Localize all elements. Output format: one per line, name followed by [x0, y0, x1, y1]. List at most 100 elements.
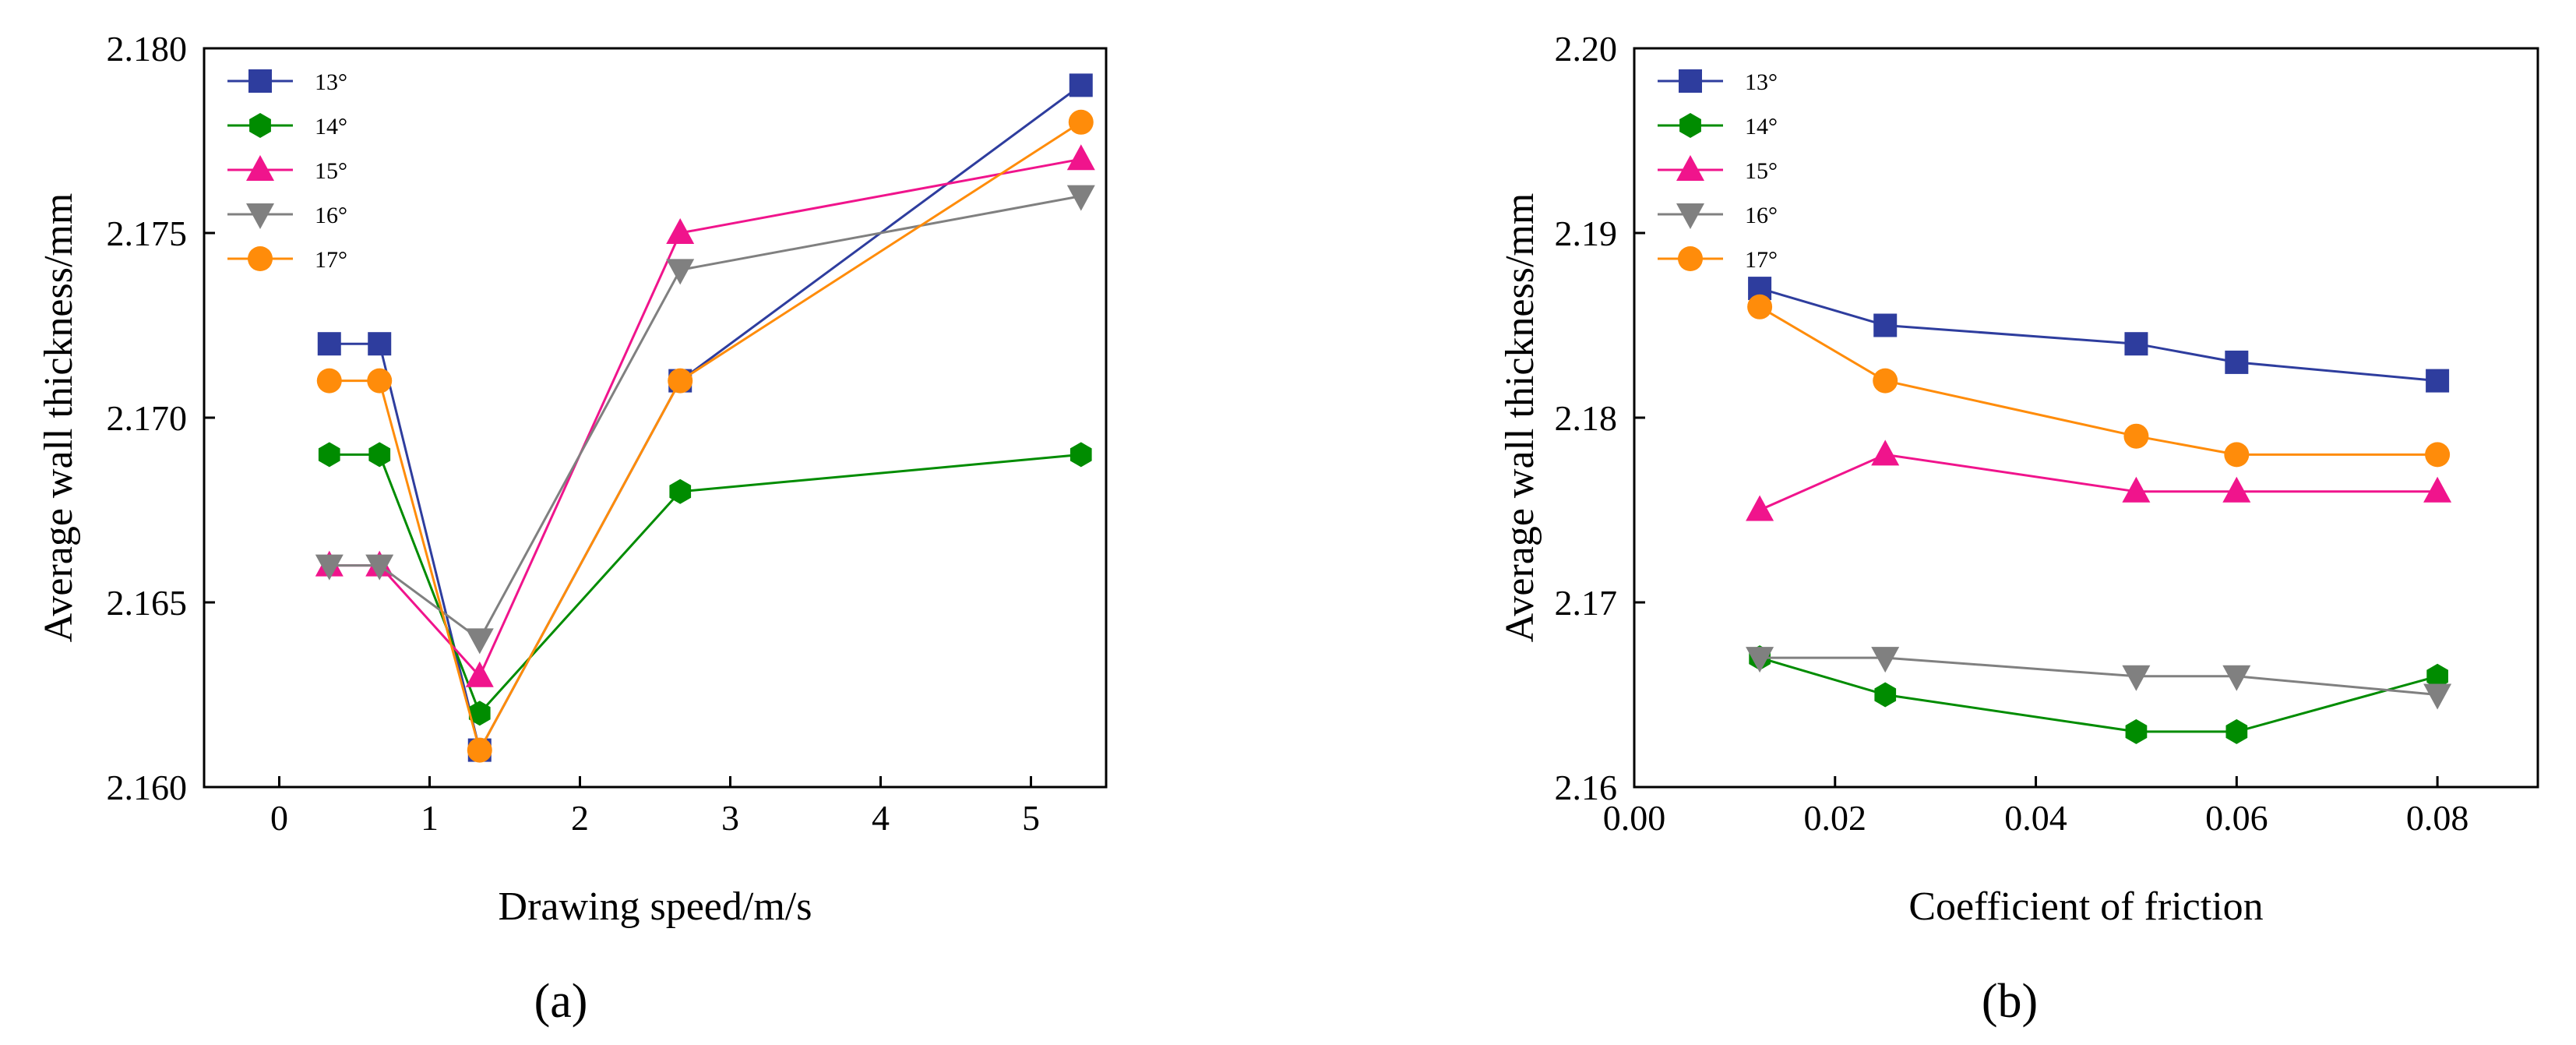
- x-axis-title: Drawing speed/m/s: [499, 884, 812, 929]
- x-tick-label: 1: [421, 798, 439, 838]
- legend-marker: [1676, 155, 1704, 181]
- legend-marker: [1679, 113, 1701, 138]
- y-tick-label: 2.170: [107, 398, 188, 438]
- series-line: [329, 84, 1082, 754]
- legend-marker: [248, 69, 272, 93]
- series-3: [1746, 440, 2452, 521]
- series-1: [1748, 277, 2450, 393]
- y-tick-label: 2.19: [1555, 214, 1618, 253]
- legend-item: 13°: [227, 69, 347, 95]
- legend: 13° 14° 15° 16° 17°: [227, 69, 347, 273]
- series-4: [1746, 647, 2452, 710]
- data-point: [2125, 718, 2148, 744]
- legend-item: 15°: [1658, 155, 1778, 184]
- x-tick-label: 0.04: [2004, 798, 2067, 838]
- data-point: [465, 661, 494, 687]
- y-tick-label: 2.18: [1555, 398, 1618, 438]
- y-tick-label: 2.180: [107, 29, 188, 69]
- data-point: [317, 332, 341, 356]
- data-point: [2425, 442, 2451, 468]
- legend-label: 17°: [315, 247, 347, 273]
- data-point: [467, 737, 492, 763]
- legend-item: 15°: [227, 155, 347, 184]
- series-line: [1759, 305, 2438, 456]
- data-point: [1747, 294, 1773, 320]
- legend-marker: [246, 155, 274, 181]
- legend-item: 13°: [1658, 69, 1778, 95]
- data-point: [2426, 369, 2450, 393]
- data-point: [367, 368, 393, 394]
- legend-item: 16°: [1658, 203, 1778, 229]
- legend-marker: [246, 203, 274, 229]
- data-point: [468, 701, 491, 726]
- data-point: [2224, 442, 2250, 468]
- y-tick-label: 2.160: [107, 768, 188, 807]
- data-point: [2225, 718, 2248, 744]
- data-point: [1068, 109, 1094, 135]
- data-point: [668, 368, 693, 394]
- series-2: [1749, 645, 2448, 744]
- legend-marker: [248, 246, 273, 271]
- data-point: [365, 554, 394, 581]
- legend-label: 14°: [1745, 114, 1778, 139]
- series-2: [318, 442, 1092, 726]
- series-line: [329, 195, 1082, 641]
- y-tick-label: 2.20: [1555, 29, 1618, 69]
- series-5: [316, 109, 1094, 763]
- x-tick-label: 3: [721, 798, 739, 838]
- data-point: [2426, 663, 2448, 689]
- data-point: [669, 478, 692, 504]
- data-point: [1873, 313, 1898, 337]
- data-point: [465, 628, 494, 655]
- legend-item: 14°: [227, 113, 347, 139]
- legend-marker: [1679, 69, 1702, 93]
- data-point: [318, 442, 340, 468]
- series-1: [317, 73, 1093, 762]
- legend-marker: [249, 113, 271, 138]
- data-point: [1066, 144, 1095, 171]
- legend-label: 13°: [1745, 69, 1778, 95]
- x-tick-label: 0.08: [2406, 798, 2469, 838]
- data-point: [2222, 665, 2251, 691]
- x-tick-label: 0: [270, 798, 288, 838]
- data-point: [1874, 682, 1897, 708]
- legend: 13° 14° 15° 16° 17°: [1658, 69, 1778, 273]
- x-tick-label: 4: [872, 798, 890, 838]
- x-axis-title: Coefficient of friction: [1908, 884, 2263, 929]
- y-tick-label: 2.165: [107, 583, 188, 623]
- data-point: [1746, 647, 1774, 673]
- series-line: [1759, 656, 2438, 733]
- data-point: [2225, 350, 2249, 374]
- chart-panel-b: 0.00 0.02 0.04 0.06 0.08 2.16 2.17 2.18 2.19 2.20…: [1498, 29, 2539, 1028]
- series-line: [329, 453, 1081, 716]
- x-tick-label: 0.00: [1603, 798, 1666, 838]
- data-point: [1746, 495, 1774, 521]
- series-5: [1747, 294, 2451, 468]
- legend-label: 16°: [1745, 203, 1778, 228]
- series-4: [315, 185, 1095, 655]
- data-point: [2423, 476, 2452, 503]
- legend-label: 16°: [315, 203, 347, 228]
- panel-label: (b): [1982, 975, 2038, 1028]
- y-tick-label: 2.16: [1555, 768, 1618, 807]
- data-point: [2124, 332, 2148, 356]
- data-point: [316, 368, 342, 394]
- data-point: [2222, 476, 2251, 503]
- data-point: [368, 332, 392, 356]
- data-point: [2123, 423, 2149, 449]
- data-point: [1069, 73, 1093, 97]
- legend-label: 17°: [1745, 247, 1778, 273]
- data-point: [1871, 440, 1900, 466]
- data-point: [1070, 442, 1092, 468]
- y-axis-title: Average wall thickness/mm: [1498, 193, 1542, 643]
- y-axis-title: Average wall thickness/mm: [37, 193, 81, 643]
- y-tick-label: 2.175: [107, 214, 188, 253]
- legend-marker: [1676, 203, 1704, 229]
- chart-panel-a: 0 1 2 3 4 5 2.160 2.165 2.170 2.175 2.180 Drawing s…: [37, 29, 1108, 1028]
- data-point: [1873, 368, 1898, 394]
- legend-item: 17°: [227, 246, 347, 273]
- legend-item: 17°: [1658, 246, 1778, 273]
- legend-item: 14°: [1658, 113, 1778, 139]
- data-point: [2423, 683, 2452, 710]
